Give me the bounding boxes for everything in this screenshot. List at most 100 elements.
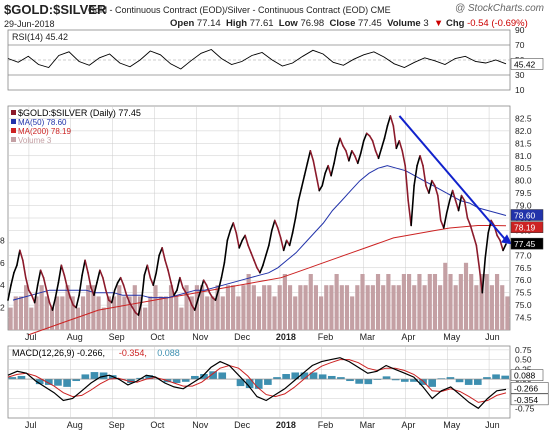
- volume-bar: [148, 296, 153, 330]
- price-segment: [339, 137, 344, 147]
- price-x-label: May: [443, 332, 461, 342]
- price-segment: [238, 239, 243, 249]
- price-segment: [161, 247, 166, 262]
- price-x-label: Oct: [150, 332, 165, 342]
- price-segment: [140, 274, 146, 304]
- price-segment: [273, 219, 279, 229]
- price-segment: [185, 291, 190, 299]
- price-legend-label: Volume 3: [18, 136, 52, 145]
- price-segment: [196, 289, 202, 301]
- volume-bar: [189, 296, 194, 330]
- macd-x-label: Oct: [150, 420, 165, 430]
- price-segment: [416, 154, 421, 167]
- volume-bar: [174, 296, 179, 330]
- price-segment: [69, 296, 75, 306]
- volume-bar: [282, 274, 287, 330]
- volume-bar: [251, 285, 256, 330]
- price-segment: [422, 164, 427, 187]
- price-segment: [348, 150, 353, 162]
- price-segment: [336, 137, 341, 150]
- volume-bar: [375, 274, 381, 330]
- volume-bar: [91, 285, 96, 330]
- macd-histogram-bar: [264, 379, 272, 385]
- price-segment: [19, 249, 24, 262]
- price-segment: [389, 115, 395, 127]
- volume-bar: [386, 274, 391, 330]
- macd-x-label: Jul: [25, 420, 37, 430]
- macd-histogram-bar: [346, 379, 354, 382]
- macd-panel-frame: [7, 345, 511, 419]
- price-segment: [475, 244, 481, 269]
- price-segment: [22, 259, 27, 279]
- price-segment: [333, 147, 338, 165]
- price-y-tick: 81.0: [515, 151, 532, 161]
- volume-bar: [277, 285, 282, 330]
- volume-bar: [199, 285, 205, 330]
- price-segment: [253, 259, 258, 269]
- rsi-y-tick: 10: [515, 85, 525, 95]
- volume-bar: [220, 296, 225, 330]
- price-segment: [478, 266, 484, 294]
- volume-bar: [18, 296, 24, 330]
- price-segment: [173, 289, 178, 296]
- macd-histogram-bar: [291, 372, 300, 380]
- price-segment: [54, 281, 60, 299]
- price-segment: [354, 154, 359, 165]
- macd-histogram-bar: [181, 379, 190, 382]
- macd-y-tick: 0.75: [515, 345, 532, 355]
- trendline: [398, 115, 507, 242]
- volume-bar: [194, 285, 199, 330]
- volume-y-tick: 2: [0, 303, 5, 313]
- macd-histogram-bar: [63, 379, 71, 387]
- price-segment: [279, 237, 285, 252]
- macd-histogram-bar: [492, 374, 500, 380]
- high-label: High: [225, 18, 248, 29]
- macd-histogram-bar: [35, 379, 44, 385]
- ma50-line: [12, 165, 507, 301]
- price-segment: [81, 259, 86, 277]
- volume-bar: [484, 274, 489, 330]
- macd-histogram-bar: [172, 379, 181, 383]
- price-x-label: Mar: [360, 332, 376, 342]
- price-segment: [235, 232, 241, 249]
- price-legend-swatch: [11, 119, 16, 124]
- price-x-label: 2018: [276, 332, 296, 342]
- price-segment: [448, 189, 454, 202]
- volume-bar: [443, 262, 448, 330]
- quote-line: Open 77.14 High 77.61 Low 76.98 Close 77…: [170, 18, 528, 29]
- low-value: 76.98: [300, 18, 325, 29]
- volume-bar: [324, 285, 329, 330]
- price-segment: [39, 269, 45, 279]
- volume-bar: [65, 285, 70, 330]
- volume-bar: [168, 285, 174, 330]
- price-segment: [380, 137, 386, 150]
- volume-bar: [427, 274, 432, 330]
- macd-histogram-bar: [54, 379, 62, 386]
- price-segment: [303, 162, 309, 177]
- volume-bar: [241, 285, 246, 330]
- volume-bar: [365, 285, 370, 330]
- price-legend-swatch: [11, 137, 16, 142]
- price-segment: [288, 232, 294, 247]
- price-segment: [119, 276, 125, 287]
- volume-bar: [70, 296, 75, 330]
- macd-histogram-bar: [410, 379, 418, 382]
- volume-bar: [355, 285, 360, 330]
- volume-bar: [298, 285, 303, 330]
- price-segment: [45, 289, 51, 304]
- volume-value: 3: [423, 18, 429, 29]
- volume-bar: [469, 274, 474, 330]
- price-x-label: Feb: [318, 332, 334, 342]
- price-segment: [66, 286, 72, 299]
- volume-bar: [215, 285, 220, 330]
- price-segment: [99, 269, 104, 279]
- macd-histogram-value-tag: 0.088: [514, 371, 536, 381]
- price-segment: [484, 232, 490, 259]
- price-segment: [318, 184, 324, 192]
- volume-bar: [49, 307, 55, 330]
- macd-histogram-bar: [209, 371, 217, 380]
- volume-bar: [422, 285, 427, 330]
- volume-bar: [39, 285, 44, 330]
- macd-histogram-bar: [373, 379, 382, 380]
